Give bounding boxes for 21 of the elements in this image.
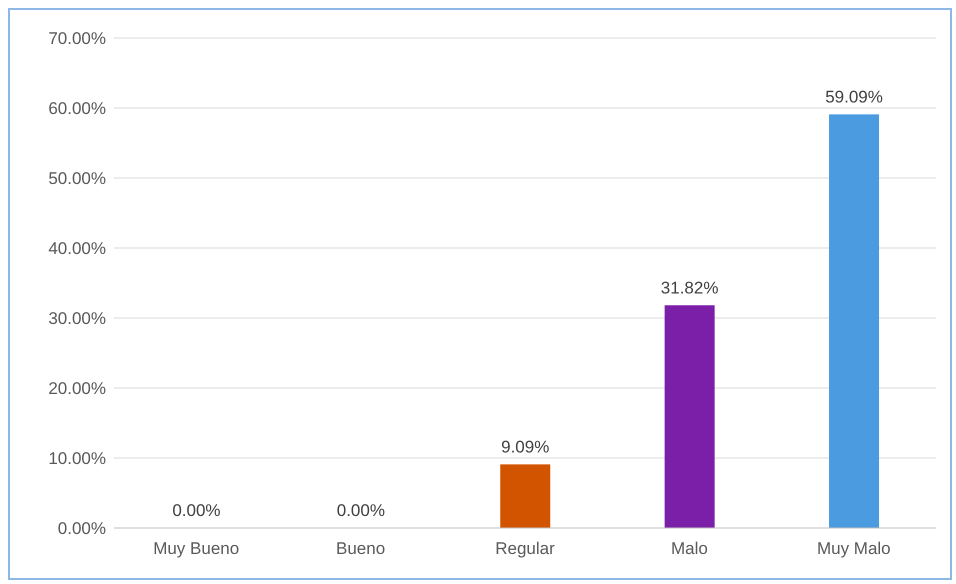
x-tick-label: Muy Malo: [816, 539, 891, 558]
data-label: 59.09%: [825, 87, 883, 106]
x-tick-label: Muy Bueno: [153, 539, 240, 558]
y-tick-label: 60.00%: [48, 99, 106, 118]
y-tick-label: 40.00%: [48, 239, 106, 258]
data-label: 0.00%: [336, 501, 385, 520]
y-tick-label: 70.00%: [48, 29, 106, 48]
x-tick-label: Malo: [670, 539, 708, 558]
x-tick-label: Bueno: [336, 539, 386, 558]
bar: [500, 464, 550, 528]
data-label: 31.82%: [660, 278, 718, 298]
x-tick-label: Regular: [495, 539, 556, 558]
y-tick-label: 0.00%: [58, 519, 106, 538]
data-label: 9.09%: [501, 437, 550, 456]
y-tick-label: 10.00%: [48, 449, 106, 468]
bar: [829, 114, 880, 528]
y-tick-label: 50.00%: [48, 169, 106, 188]
y-tick-label: 20.00%: [48, 379, 106, 398]
y-tick-label: 30.00%: [48, 309, 106, 328]
data-label: 0.00%: [172, 501, 221, 520]
bar: [664, 305, 715, 528]
